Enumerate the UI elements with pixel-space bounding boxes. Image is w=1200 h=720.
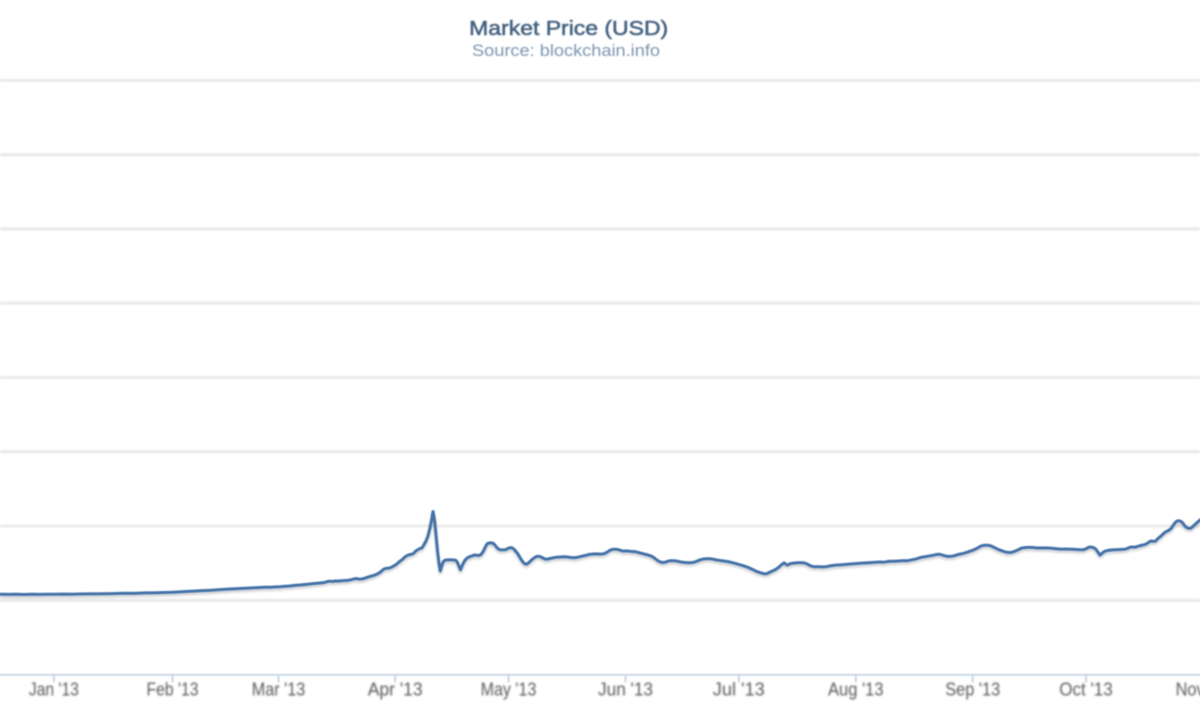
svg-text:Apr '13: Apr '13 xyxy=(368,680,423,700)
svg-text:Jul '13: Jul '13 xyxy=(713,680,765,700)
svg-text:Jun '13: Jun '13 xyxy=(598,680,653,700)
svg-text:Sep '13: Sep '13 xyxy=(945,680,1000,700)
svg-text:May '13: May '13 xyxy=(481,680,537,700)
svg-text:Nov '13: Nov '13 xyxy=(1176,680,1200,700)
svg-text:Oct '13: Oct '13 xyxy=(1059,680,1113,700)
svg-text:Feb '13: Feb '13 xyxy=(147,680,199,700)
svg-text:Source: blockchain.info: Source: blockchain.info xyxy=(472,42,660,60)
svg-text:Aug '13: Aug '13 xyxy=(828,680,884,700)
svg-text:Market Price (USD): Market Price (USD) xyxy=(469,17,668,40)
svg-text:Jan '13: Jan '13 xyxy=(29,680,79,700)
svg-text:Mar '13: Mar '13 xyxy=(252,680,306,700)
